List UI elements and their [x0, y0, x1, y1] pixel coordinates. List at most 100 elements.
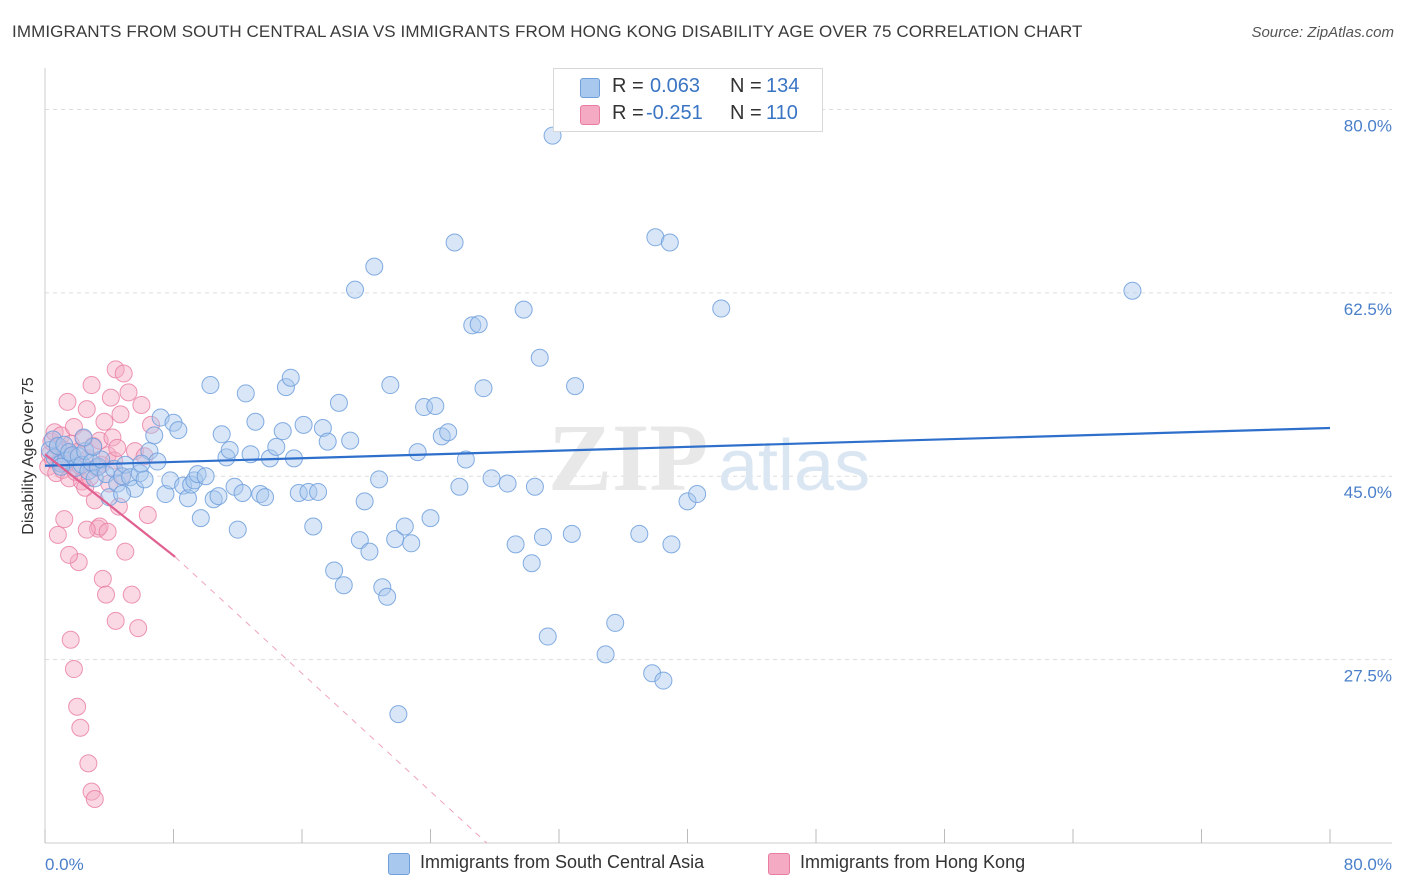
- south-central-asia-point: [533, 528, 552, 546]
- south-central-asia-point: [334, 576, 353, 595]
- south-central-asia-point: [212, 425, 231, 444]
- south-central-asia-point: [360, 542, 379, 561]
- trend-line-hong-kong: [44, 453, 176, 558]
- south-central-asia-point: [236, 384, 255, 403]
- south-central-asia-point: [289, 483, 308, 502]
- bottom-legend-swatch-pink: [768, 853, 790, 875]
- hong-kong-point: [111, 405, 130, 424]
- hong-kong-point: [106, 360, 125, 379]
- hong-kong-point: [60, 545, 79, 564]
- south-central-asia-point: [630, 524, 649, 543]
- trend-line-hong-kong-extrapolated: [174, 556, 488, 844]
- hong-kong-point: [85, 789, 104, 808]
- y-tick-label: 27.5%: [1344, 667, 1392, 686]
- south-central-asia-point: [498, 474, 517, 493]
- south-central-asia-point: [74, 428, 93, 447]
- south-central-asia-point: [530, 348, 549, 367]
- grid-lines: [45, 108, 1392, 661]
- south-central-asia-point: [276, 378, 295, 397]
- south-central-asia-point: [281, 368, 300, 387]
- bottom-legend-label: Immigrants from Hong Kong: [800, 852, 1026, 872]
- hong-kong-point: [58, 392, 77, 411]
- hong-kong-point: [77, 520, 96, 539]
- south-central-asia-point: [463, 316, 482, 335]
- legend-r-label: R =: [612, 102, 644, 124]
- hong-kong-point: [119, 383, 138, 402]
- south-central-asia-point: [1123, 281, 1142, 300]
- hong-kong-point: [68, 697, 87, 716]
- legend-r-value: 0.063: [650, 75, 701, 97]
- south-central-asia-point: [365, 257, 384, 276]
- legend-r-value: -0.251: [646, 102, 703, 124]
- south-central-asia-point: [121, 468, 140, 487]
- south-central-asia-point: [130, 464, 149, 483]
- bottom-legend-label: Immigrants from South Central Asia: [420, 852, 705, 872]
- south-central-asia-point: [233, 483, 252, 502]
- south-central-asia-point: [169, 421, 188, 440]
- legend-r-label: R =: [612, 75, 644, 97]
- south-central-asia-point: [712, 299, 731, 318]
- trend-line-south-central-asia: [44, 426, 1331, 467]
- hong-kong-point: [114, 364, 133, 383]
- y-axis-title: Disability Age Over 75: [20, 377, 37, 535]
- legend-n-value: 134: [766, 75, 800, 97]
- south-central-asia-point: [76, 442, 95, 461]
- x-tick-label-max: 80.0%: [1344, 855, 1392, 874]
- south-central-asia-point: [346, 280, 365, 299]
- hong-kong-point: [95, 412, 114, 431]
- hong-kong-point: [55, 510, 74, 529]
- south-central-asia-point: [402, 534, 421, 553]
- hong-kong-point: [64, 660, 83, 679]
- south-central-asia-point: [522, 554, 541, 573]
- south-central-asia-point: [341, 431, 360, 450]
- x-tick-labels: 0.0% 80.0%: [45, 855, 1392, 874]
- south-central-asia-point: [562, 524, 581, 543]
- south-central-asia-point: [474, 379, 493, 398]
- south-central-asia-point: [662, 535, 681, 554]
- south-central-asia-point: [395, 517, 414, 536]
- hong-kong-point: [106, 611, 125, 630]
- south-central-asia-point: [469, 315, 488, 334]
- y-tick-label: 45.0%: [1344, 483, 1392, 502]
- south-central-asia-point: [299, 482, 318, 501]
- south-central-asia-point: [241, 445, 260, 464]
- south-central-asia-point: [196, 467, 215, 486]
- x-tick-label-min: 0.0%: [45, 855, 84, 874]
- south-central-asia-point: [426, 397, 445, 416]
- south-central-asia-point: [273, 422, 292, 441]
- hong-kong-point: [103, 428, 122, 447]
- south-central-asia-point: [688, 485, 707, 504]
- hong-kong-point: [48, 525, 67, 544]
- south-central-asia-point: [84, 437, 103, 456]
- south-central-asia-point: [596, 645, 615, 664]
- hong-kong-point: [138, 505, 157, 524]
- south-central-asia-point: [191, 509, 210, 528]
- hong-kong-point: [79, 754, 98, 773]
- south-central-asia-point: [145, 426, 164, 445]
- south-central-asia-point: [654, 671, 673, 690]
- south-central-asia-point: [482, 469, 501, 488]
- y-tick-labels: 27.5% 45.0% 62.5% 80.0%: [1344, 116, 1392, 685]
- chart-title: IMMIGRANTS FROM SOUTH CENTRAL ASIA VS IM…: [12, 22, 1083, 41]
- south-central-asia-point: [294, 415, 313, 434]
- south-central-asia-point: [228, 520, 247, 539]
- south-central-asia-point: [514, 300, 533, 319]
- south-central-asia-point: [370, 470, 389, 489]
- watermark-zip: ZIP: [548, 404, 708, 511]
- south-central-asia-point: [660, 233, 679, 252]
- south-central-asia-point: [60, 443, 79, 462]
- watermark-atlas: atlas: [718, 426, 870, 506]
- south-central-asia-point: [113, 485, 132, 504]
- south-central-asia-point: [646, 228, 665, 247]
- south-central-asia-point: [209, 487, 228, 506]
- hong-kong-point: [69, 553, 88, 572]
- south-central-asia-point: [85, 469, 104, 488]
- south-central-asia-point: [445, 233, 464, 252]
- hong-kong-points: [39, 360, 161, 808]
- legend-swatch-pink: [580, 105, 600, 125]
- hong-kong-point: [101, 388, 120, 407]
- south-central-asia-point: [44, 430, 63, 449]
- source-label: Source: ZipAtlas.com: [1251, 24, 1394, 41]
- hong-kong-point: [71, 718, 90, 737]
